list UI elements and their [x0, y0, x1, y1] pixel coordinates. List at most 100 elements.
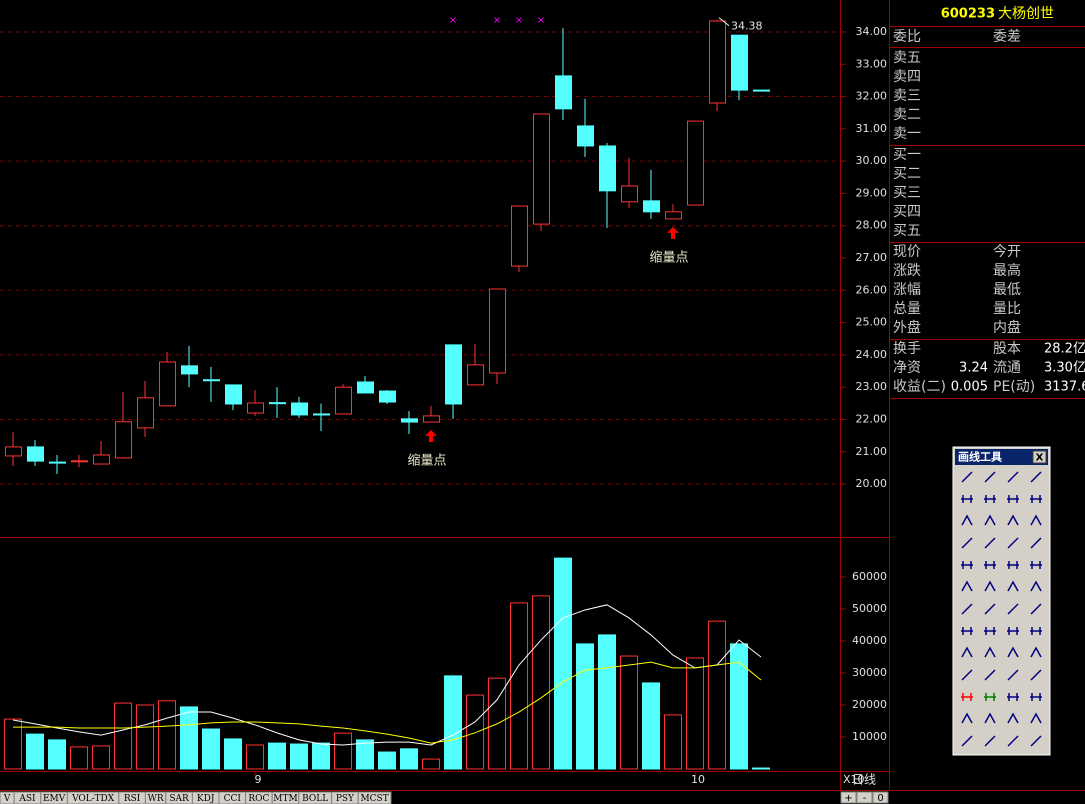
- candle-body: [137, 397, 154, 429]
- y-tick-label: 32.00: [856, 90, 888, 103]
- tool-icon[interactable]: [984, 580, 996, 592]
- tool-icon[interactable]: [1030, 627, 1042, 635]
- tool-icon[interactable]: [961, 669, 973, 681]
- bid-label: 买四: [893, 204, 921, 220]
- tool-icon[interactable]: [961, 561, 973, 569]
- candle-body: [445, 344, 462, 405]
- tool-icon[interactable]: [1007, 735, 1019, 747]
- tool-icon[interactable]: [961, 580, 973, 592]
- tool-icon[interactable]: [1007, 537, 1019, 549]
- volume-bar: [510, 602, 528, 770]
- volume-bar: [554, 557, 572, 770]
- quote-label: 量比: [993, 301, 1021, 317]
- tool-icon[interactable]: [961, 712, 973, 724]
- tab-label: SAR: [169, 794, 189, 804]
- tool-icon[interactable]: [961, 603, 973, 615]
- tool-icon[interactable]: [984, 471, 996, 483]
- tab-label: PSY: [336, 794, 355, 804]
- tool-icon[interactable]: [1030, 646, 1042, 658]
- tool-icon[interactable]: [961, 537, 973, 549]
- tool-icon[interactable]: [1030, 693, 1042, 701]
- volume-bar: [620, 655, 638, 770]
- tool-icon[interactable]: [1007, 603, 1019, 615]
- tab-label: WR: [148, 794, 164, 804]
- finance-label: 净资: [893, 360, 921, 376]
- candle-body: [467, 364, 484, 386]
- tool-icon[interactable]: [984, 514, 996, 526]
- y-tick-label: 34.00: [856, 25, 888, 38]
- finance-label: 流通: [993, 360, 1021, 376]
- tool-icon[interactable]: [1030, 735, 1042, 747]
- tool-icon[interactable]: [984, 712, 996, 724]
- tool-icon[interactable]: [961, 627, 973, 635]
- candle-body: [5, 446, 22, 457]
- multiplier: X10: [843, 773, 865, 786]
- tool-icon[interactable]: [1030, 471, 1042, 483]
- volume-bar: [686, 657, 704, 770]
- candle-body: [665, 211, 682, 220]
- panel-label: 委差: [993, 29, 1021, 45]
- volume-bar: [664, 714, 682, 770]
- zoom-button[interactable]: [872, 791, 889, 804]
- tool-icon[interactable]: [1007, 580, 1019, 592]
- tool-icon[interactable]: [1007, 669, 1019, 681]
- tool-icon[interactable]: [961, 514, 973, 526]
- tool-icon[interactable]: [984, 669, 996, 681]
- tool-icon[interactable]: [984, 627, 996, 635]
- tool-icon[interactable]: [1030, 561, 1042, 569]
- tool-icon[interactable]: [961, 471, 973, 483]
- tool-icon[interactable]: [1007, 646, 1019, 658]
- tool-icon[interactable]: [984, 646, 996, 658]
- panel-separators: [890, 26, 1085, 399]
- bid-label: 买五: [893, 223, 921, 239]
- zoom-button[interactable]: [856, 791, 873, 804]
- tool-icon[interactable]: [1007, 627, 1019, 635]
- candle-body: [401, 418, 418, 423]
- candle-body: [533, 113, 550, 225]
- volume-bar: [158, 700, 176, 770]
- tab-label: ASI: [18, 794, 36, 804]
- tool-icon[interactable]: [1007, 495, 1019, 503]
- zoom-button[interactable]: [840, 791, 857, 804]
- y-tick-label: 31.00: [856, 122, 888, 135]
- tool-icon[interactable]: [1030, 669, 1042, 681]
- tool-icon[interactable]: [961, 495, 973, 503]
- tool-icon[interactable]: [984, 495, 996, 503]
- tool-icon[interactable]: [961, 646, 973, 658]
- candle-body: [27, 446, 44, 462]
- tool-icon[interactable]: [1007, 712, 1019, 724]
- tool-icon[interactable]: [961, 735, 973, 747]
- tool-icon[interactable]: [1030, 495, 1042, 503]
- tool-icon[interactable]: [1007, 514, 1019, 526]
- candle-body: [379, 390, 396, 403]
- tool-icon[interactable]: [984, 693, 996, 701]
- tool-icon[interactable]: [984, 735, 996, 747]
- candle-body: [621, 185, 638, 203]
- tool-icon[interactable]: [1007, 561, 1019, 569]
- candle-body: [511, 205, 528, 267]
- tool-icon[interactable]: [1030, 580, 1042, 592]
- indicator-tab[interactable]: [357, 791, 392, 804]
- tool-icon[interactable]: [1007, 471, 1019, 483]
- candle-body: [357, 381, 374, 394]
- tool-icon[interactable]: [984, 561, 996, 569]
- tool-icon[interactable]: [984, 603, 996, 615]
- volume-bar: [48, 739, 66, 770]
- tool-icon[interactable]: [1030, 537, 1042, 549]
- ask-label: 卖一: [893, 126, 921, 142]
- tool-icon[interactable]: [984, 537, 996, 549]
- tool-icon[interactable]: [1007, 693, 1019, 701]
- volume-bar: [268, 742, 286, 770]
- tool-icon[interactable]: [961, 693, 973, 701]
- tool-icon[interactable]: [1030, 603, 1042, 615]
- tool-icon[interactable]: [1030, 514, 1042, 526]
- candle-body: [203, 379, 220, 382]
- y-tick-label: 25.00: [856, 316, 888, 329]
- close-label: X: [1036, 453, 1044, 464]
- close-button[interactable]: [1032, 450, 1047, 464]
- tool-icon[interactable]: [1030, 712, 1042, 724]
- marker: ×: [515, 15, 523, 26]
- y-tick-label: 50000: [852, 602, 887, 615]
- volume-bar: [224, 738, 242, 770]
- marker: ×: [449, 15, 457, 26]
